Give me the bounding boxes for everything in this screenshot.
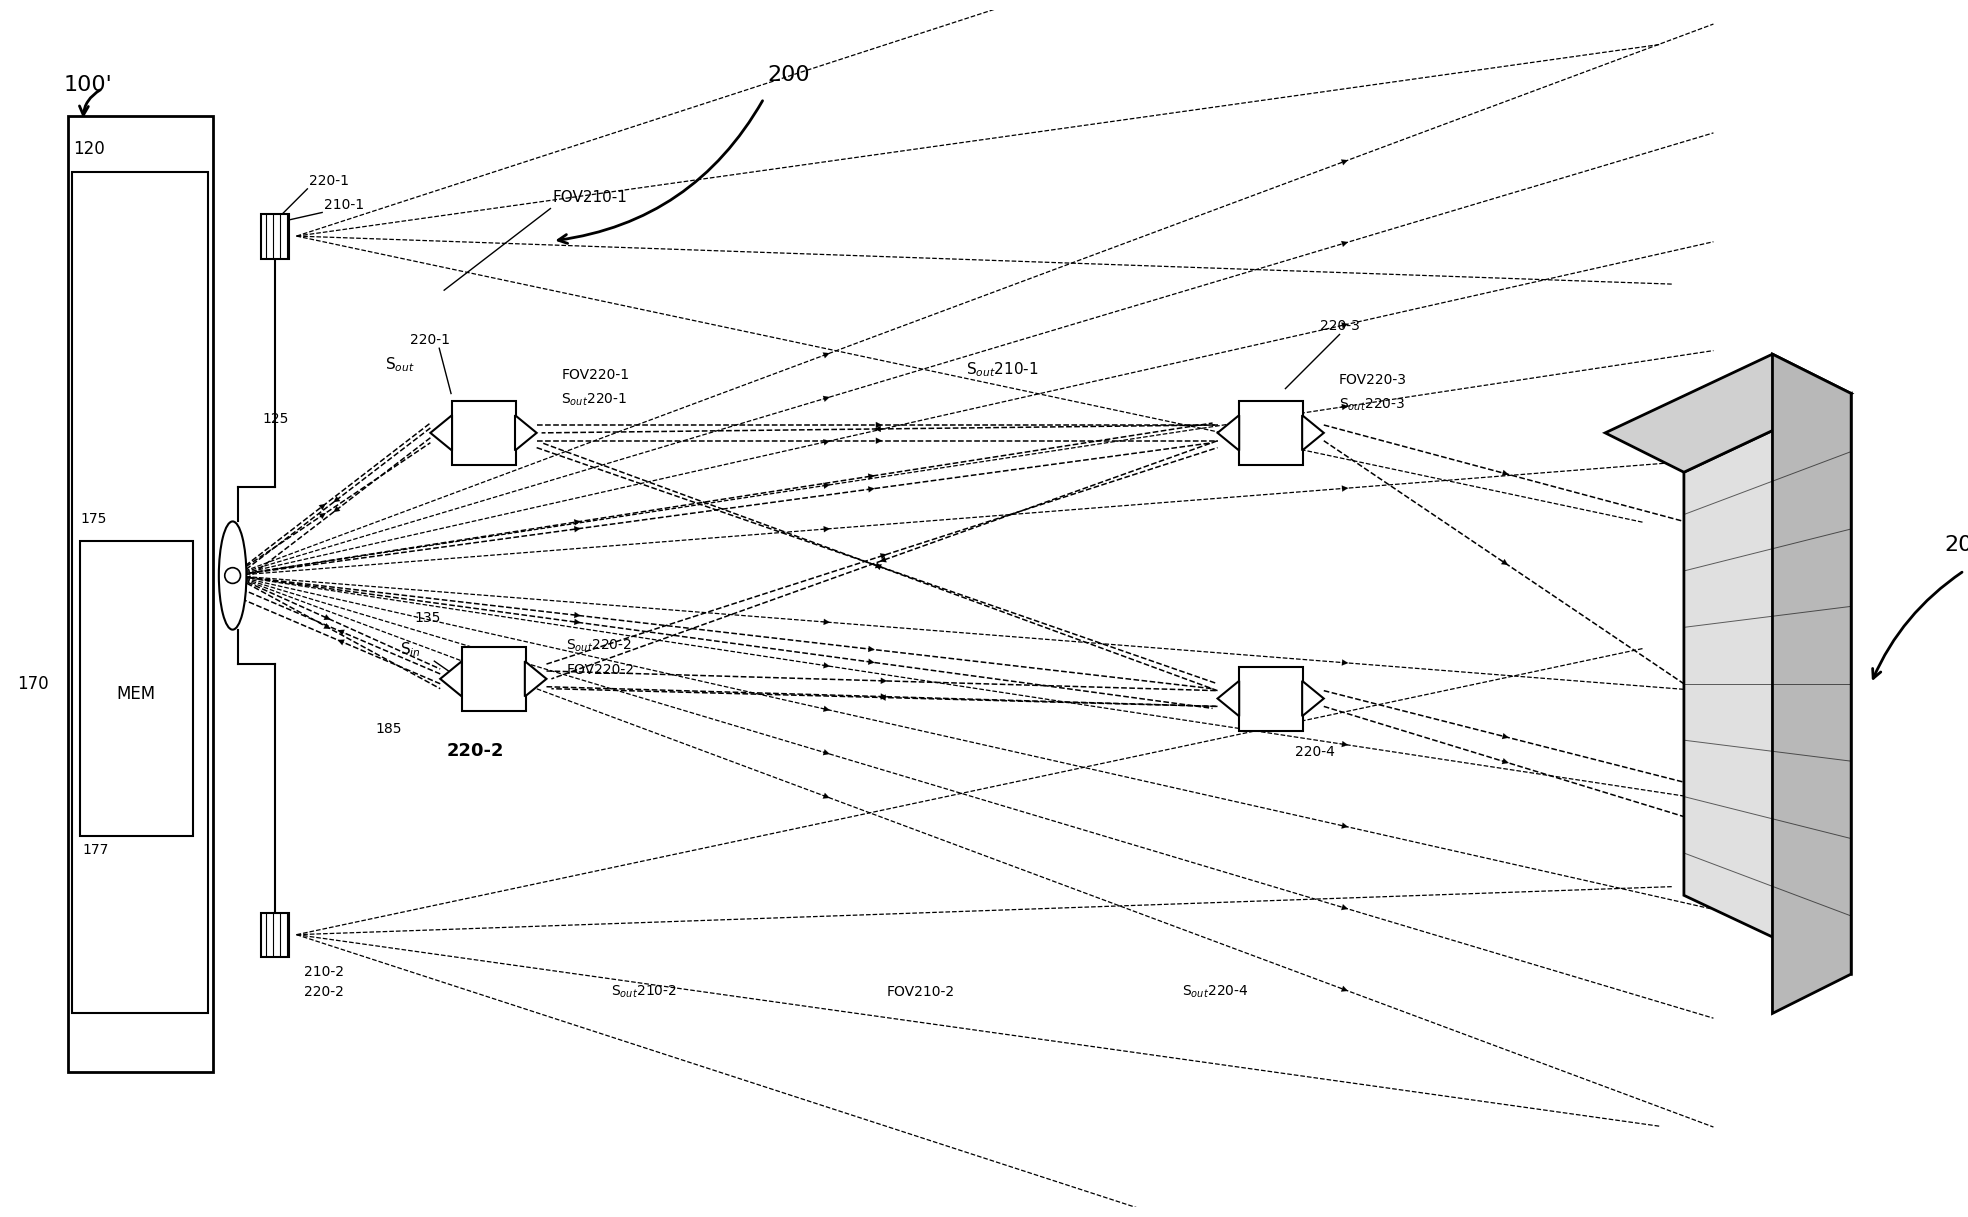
Text: 220-2: 220-2 [447, 741, 504, 759]
Text: FOV210-2: FOV210-2 [888, 985, 954, 999]
Polygon shape [1773, 354, 1852, 1014]
Polygon shape [1685, 393, 1852, 974]
Text: FOV220-2: FOV220-2 [567, 663, 634, 677]
Polygon shape [1218, 415, 1240, 450]
Bar [1240, 667, 1303, 731]
Text: 100': 100' [63, 75, 112, 95]
Bar [462, 647, 525, 711]
Bar [69, 116, 213, 1072]
Ellipse shape [218, 521, 246, 629]
Text: 220-1: 220-1 [409, 333, 451, 347]
Text: S$_{out}$210-1: S$_{out}$210-1 [966, 360, 1039, 378]
Bar [73, 172, 209, 1014]
Polygon shape [525, 661, 547, 696]
Text: S$_{out}$220-4: S$_{out}$220-4 [1183, 983, 1250, 1000]
Polygon shape [441, 661, 462, 696]
Polygon shape [1606, 354, 1852, 472]
Text: S$_{out}$: S$_{out}$ [386, 355, 415, 374]
Text: FOV220-1: FOV220-1 [561, 368, 630, 382]
Text: S$_{out}$210-2: S$_{out}$210-2 [612, 983, 677, 1000]
Text: S$_{out}$220-1: S$_{out}$220-1 [561, 392, 628, 408]
Text: 185: 185 [376, 722, 401, 736]
Polygon shape [1218, 680, 1240, 717]
Text: 177: 177 [83, 843, 108, 857]
Text: 220-1: 220-1 [309, 174, 350, 187]
Text: 175: 175 [81, 512, 106, 527]
Text: 120: 120 [73, 140, 104, 158]
Bar [1240, 402, 1303, 465]
Polygon shape [1303, 680, 1324, 717]
Bar [262, 913, 289, 958]
Text: MEM: MEM [116, 685, 155, 702]
Polygon shape [1303, 415, 1324, 450]
Polygon shape [516, 415, 537, 450]
Text: 135: 135 [415, 611, 441, 624]
Text: 220-3: 220-3 [1321, 319, 1360, 332]
Bar [81, 542, 193, 836]
Text: FOV210-1: FOV210-1 [553, 190, 628, 204]
Text: 20: 20 [1944, 535, 1968, 555]
Text: 220-4: 220-4 [1295, 745, 1334, 758]
Bar [453, 402, 516, 465]
Text: S$_{in}$: S$_{in}$ [400, 640, 421, 658]
Text: 210-2: 210-2 [305, 965, 344, 978]
Text: S$_{out}$220-3: S$_{out}$220-3 [1338, 397, 1405, 413]
Text: S$_{out}$220-2: S$_{out}$220-2 [567, 638, 632, 654]
Text: FOV220-3: FOV220-3 [1338, 372, 1407, 387]
Text: 125: 125 [262, 413, 289, 426]
Circle shape [224, 567, 240, 583]
Text: 200: 200 [768, 65, 811, 85]
Text: 210-1: 210-1 [325, 197, 364, 212]
Polygon shape [431, 415, 453, 450]
Text: 170: 170 [18, 674, 49, 692]
Text: 220-2: 220-2 [305, 985, 344, 999]
Bar [262, 214, 289, 259]
